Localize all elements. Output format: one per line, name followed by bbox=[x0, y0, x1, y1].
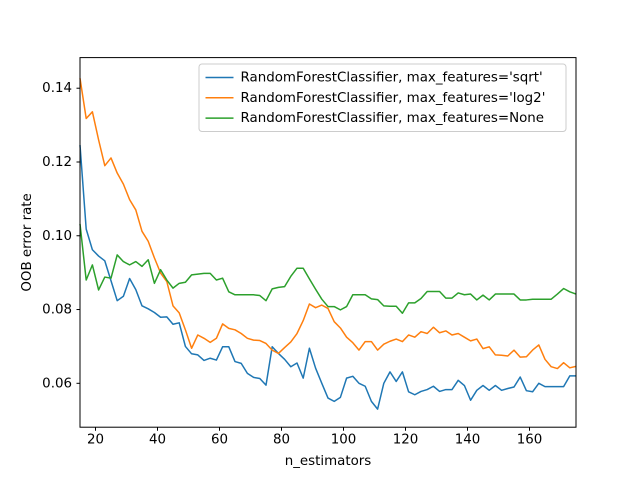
legend-entry-label-1: RandomForestClassifier, max_features='lo… bbox=[241, 91, 546, 106]
x-tick-label: 40 bbox=[149, 432, 166, 447]
y-tick-label: 0.10 bbox=[42, 229, 72, 244]
series-line-2 bbox=[79, 223, 577, 314]
x-tick-label: 100 bbox=[331, 432, 357, 447]
y-tick-label: 0.12 bbox=[42, 155, 72, 170]
x-tick-label: 140 bbox=[455, 432, 481, 447]
legend-box bbox=[198, 63, 567, 132]
legend-entry-label-0: RandomForestClassifier, max_features='sq… bbox=[241, 71, 543, 86]
y-tick-label: 0.14 bbox=[42, 81, 72, 96]
legend: RandomForestClassifier, max_features='sq… bbox=[198, 63, 567, 132]
x-tick-label: 160 bbox=[517, 432, 543, 447]
y-axis-label: OOB error rate bbox=[20, 193, 35, 291]
x-tick-label: 20 bbox=[87, 432, 104, 447]
x-axis-label: n_estimators bbox=[285, 454, 372, 469]
axes-spines bbox=[79, 57, 577, 428]
series-line-0 bbox=[79, 144, 576, 410]
y-tick-label: 0.06 bbox=[42, 376, 72, 391]
series-line-1 bbox=[79, 78, 577, 370]
x-tick-label: 120 bbox=[393, 432, 419, 447]
y-tick-label: 0.08 bbox=[42, 303, 72, 318]
x-tick-label: 60 bbox=[211, 432, 228, 447]
x-tick-label: 80 bbox=[273, 432, 290, 447]
legend-entry-label-2: RandomForestClassifier, max_features=Non… bbox=[241, 111, 545, 126]
